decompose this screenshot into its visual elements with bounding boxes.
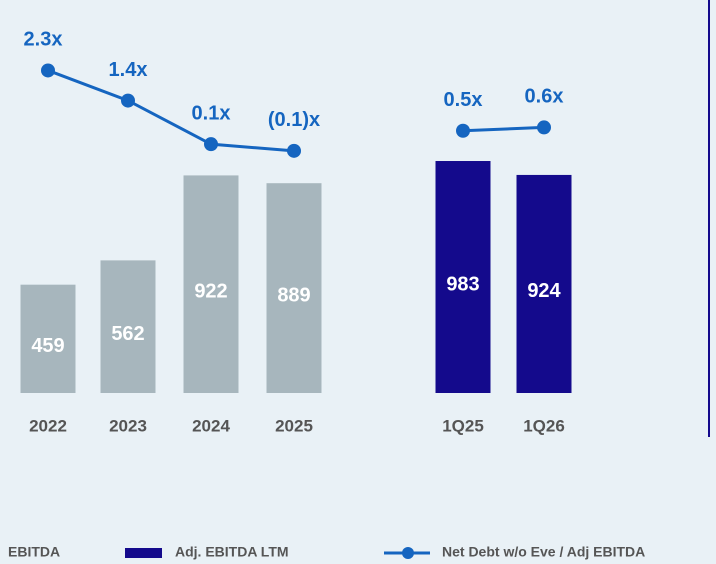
- line-value-label: 0.6x: [525, 86, 564, 108]
- line-marker: [41, 63, 55, 78]
- bar: [183, 175, 239, 393]
- line-value-label: 1.4x: [109, 59, 148, 81]
- bar-value-label: 459: [31, 335, 64, 357]
- bar-value-label: 922: [194, 280, 227, 302]
- bar-value-label: 983: [446, 273, 479, 295]
- legend-swatch: [125, 548, 162, 558]
- legend-marker: [402, 547, 414, 559]
- bar: [516, 174, 572, 393]
- bar-value-label: 924: [527, 280, 561, 302]
- line-marker: [537, 120, 551, 135]
- bar: [435, 161, 491, 393]
- legend-label: EBITDA: [8, 544, 60, 560]
- line-marker: [204, 137, 218, 152]
- line-value-label: 0.5x: [444, 89, 483, 111]
- line-marker: [121, 93, 135, 108]
- bar: [20, 284, 76, 393]
- legend-label: Net Debt w/o Eve / Adj EBITDA: [442, 544, 645, 560]
- legend-label: Adj. EBITDA LTM: [175, 544, 289, 560]
- bar-value-label: 562: [111, 323, 144, 345]
- line-marker: [456, 123, 470, 138]
- x-tick-label: 2022: [29, 416, 67, 435]
- line: [47, 69, 295, 153]
- bar: [100, 260, 156, 393]
- x-tick-label: 2025: [275, 416, 313, 435]
- bar: [266, 183, 322, 393]
- x-tick-label: 1Q26: [523, 416, 565, 435]
- x-tick-label: 1Q25: [442, 416, 484, 435]
- x-tick-label: 2023: [109, 416, 147, 435]
- line-value-label: 0.1x: [192, 102, 231, 124]
- line-marker: [287, 143, 301, 158]
- line-value-label: (0.1)x: [268, 109, 320, 131]
- line: [462, 125, 545, 133]
- bar-value-label: 889: [277, 284, 310, 306]
- x-tick-label: 2024: [192, 416, 230, 435]
- line-value-label: 2.3x: [24, 29, 63, 51]
